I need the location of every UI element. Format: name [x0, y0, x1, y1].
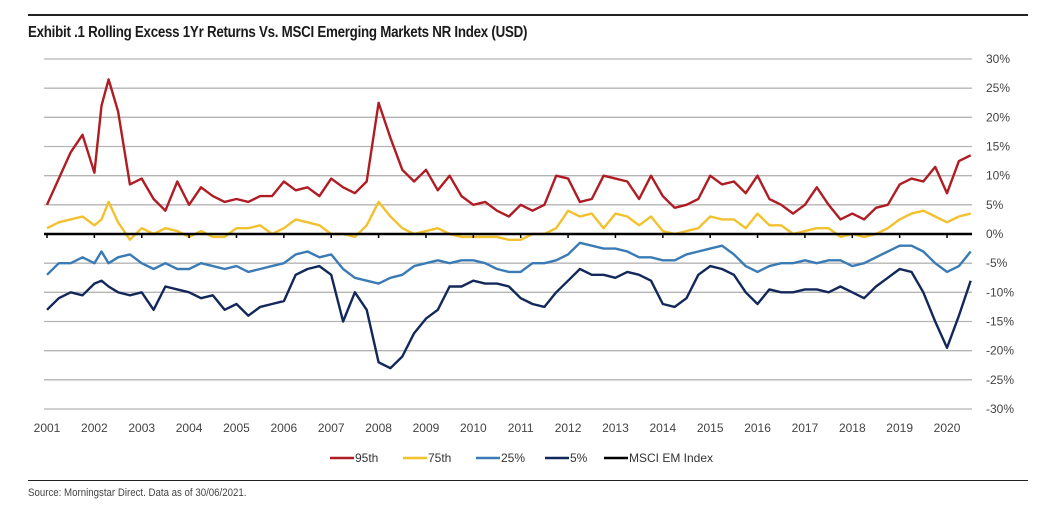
series-line-75th — [46, 200, 971, 242]
x-tick-label: 2018 — [839, 421, 866, 435]
y-tick-label: 25% — [986, 81, 1010, 95]
legend-label: MSCI EM Index — [629, 451, 713, 465]
top-divider — [28, 14, 1028, 16]
chart-title: Exhibit .1 Rolling Excess 1Yr Returns Vs… — [28, 24, 528, 41]
x-tick-label: 2005 — [223, 421, 250, 435]
series-line-25- — [46, 241, 972, 285]
y-tick-label: 10% — [986, 169, 1010, 183]
x-tick-label: 2008 — [365, 421, 392, 435]
legend-label: 5% — [570, 451, 588, 465]
x-tick-label: 2009 — [413, 421, 440, 435]
source-note: Source: Morningstar Direct. Data as of 3… — [28, 487, 247, 499]
bottom-divider — [28, 480, 1028, 481]
y-tick-label: -30% — [986, 402, 1014, 416]
series-lines — [45, 78, 972, 370]
y-axis-ticks: 30% 25% 20% 15% 10% 5% 0% -5% -10% -15% -20% -25% -3… — [986, 52, 1014, 416]
y-tick-label: -20% — [986, 344, 1014, 358]
y-tick-label: -5% — [986, 256, 1008, 270]
x-tick-label: 2010 — [460, 421, 487, 435]
legend: 95th 75th 25% 5% MSCI EM Index — [330, 451, 713, 465]
y-tick-label: 5% — [986, 198, 1004, 212]
x-tick-label: 2016 — [744, 421, 771, 435]
gridlines — [44, 58, 972, 410]
legend-label: 75th — [428, 451, 451, 465]
x-tick-label: 2004 — [176, 421, 203, 435]
x-tick-label: 2019 — [886, 421, 913, 435]
legend-label: 25% — [501, 451, 525, 465]
series-line-5- — [46, 264, 972, 370]
x-tick-label: 2020 — [934, 421, 961, 435]
x-tick-label: 2017 — [792, 421, 819, 435]
y-tick-label: 0% — [986, 227, 1004, 241]
x-tick-label: 2006 — [270, 421, 297, 435]
x-tick-label: 2011 — [508, 421, 534, 435]
y-tick-label: -10% — [986, 285, 1014, 299]
zero-axis — [44, 232, 972, 238]
x-tick-label: 2001 — [34, 421, 61, 435]
x-tick-label: 2014 — [649, 421, 676, 435]
y-tick-label: 15% — [986, 140, 1010, 154]
y-tick-label: -25% — [986, 373, 1014, 387]
y-tick-label: 30% — [986, 52, 1010, 66]
x-axis-ticks: 2001 2002 2003 2004 2005 2006 2007 2008 2009 2010… — [34, 421, 961, 435]
x-tick-label: 2012 — [555, 421, 582, 435]
x-tick-label: 2002 — [81, 421, 108, 435]
x-tick-label: 2015 — [697, 421, 724, 435]
y-tick-label: 20% — [986, 110, 1010, 124]
x-tick-label: 2013 — [602, 421, 629, 435]
series-line-95th — [45, 78, 972, 221]
x-tick-label: 2003 — [128, 421, 155, 435]
y-tick-label: -15% — [986, 315, 1014, 329]
x-tick-label: 2007 — [318, 421, 345, 435]
legend-label: 95th — [355, 451, 378, 465]
